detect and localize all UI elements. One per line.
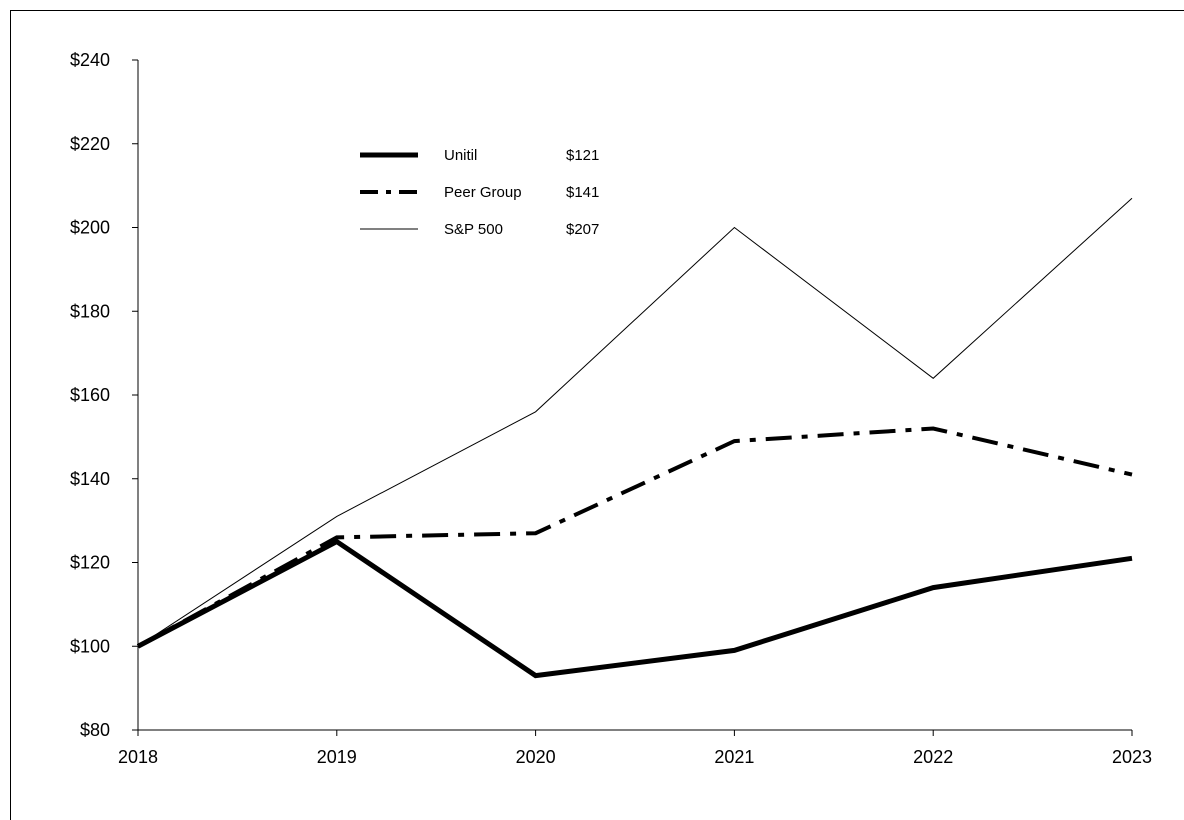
legend-label-peer-group: Peer Group <box>444 184 522 201</box>
legend-label-unitil: Unitil <box>444 147 477 164</box>
legend-value-peer-group: $141 <box>566 184 599 201</box>
series-line-unitil <box>136 538 1133 679</box>
y-tick-label: $120 <box>70 553 110 573</box>
y-tick-label: $100 <box>70 636 110 656</box>
y-tick-label: $180 <box>70 301 110 321</box>
x-tick-label: 2018 <box>118 747 158 767</box>
series-line-peer-group <box>137 426 1133 649</box>
y-tick-label: $220 <box>70 134 110 154</box>
legend-label-s-p-500: S&P 500 <box>444 221 503 238</box>
series-line-s-p-500 <box>137 197 1133 647</box>
x-tick-label: 2020 <box>516 747 556 767</box>
x-tick-label: 2022 <box>913 747 953 767</box>
y-tick-label: $140 <box>70 469 110 489</box>
chart-frame <box>10 10 1184 820</box>
legend-value-unitil: $121 <box>566 147 599 164</box>
y-tick-label: $80 <box>80 720 110 740</box>
x-tick-label: 2021 <box>714 747 754 767</box>
legend-value-s-p-500: $207 <box>566 221 599 238</box>
y-tick-label: $240 <box>70 50 110 70</box>
y-tick-label: $160 <box>70 385 110 405</box>
legend: Unitil $121 Peer Group $141 S&P 500 $207 <box>360 147 599 238</box>
x-tick-label: 2023 <box>1112 747 1152 767</box>
series-layer <box>136 197 1133 679</box>
x-tick-label: 2019 <box>317 747 357 767</box>
y-tick-label: $200 <box>70 218 110 238</box>
axes: $80 $100 $120 $140 $160 $180 $200 $220 $240 2018 2… <box>70 50 1152 767</box>
